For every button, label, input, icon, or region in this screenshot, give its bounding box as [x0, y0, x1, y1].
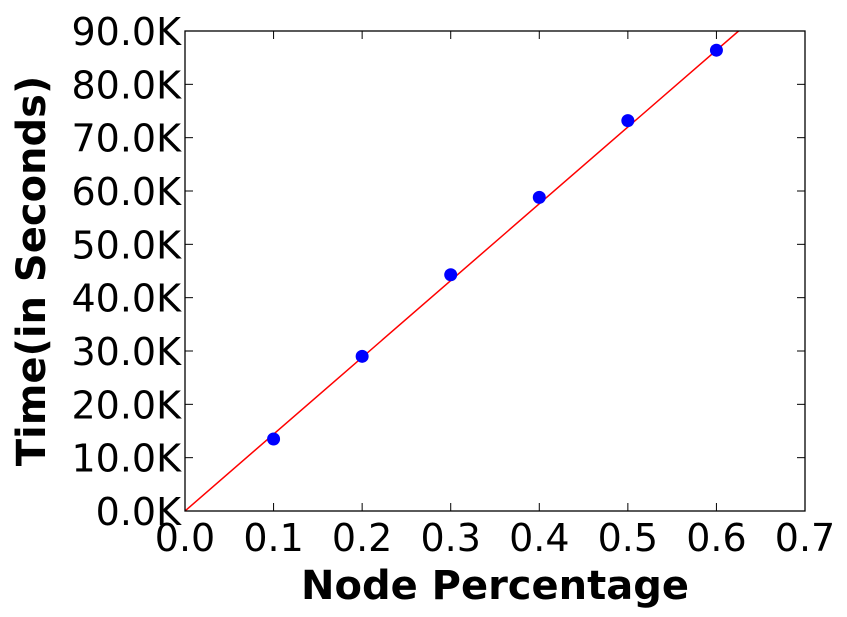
data-point-4 [532, 190, 546, 204]
plot-frame [184, 30, 806, 512]
x-tick-label: 0.6 [686, 516, 746, 560]
y-tick-label: 20.0K [71, 383, 182, 427]
y-tick-label: 40.0K [71, 277, 182, 321]
data-point-5 [621, 114, 635, 128]
x-tick-label: 0.0 [155, 516, 215, 560]
y-tick-label: 90.0K [71, 10, 182, 54]
y-tick-label: 0.0K [96, 490, 182, 534]
fit-line [185, 31, 740, 511]
y-tick-label: 30.0K [71, 330, 182, 374]
x-tick-label: 0.5 [598, 516, 658, 560]
y-tick-label: 60.0K [71, 170, 182, 214]
data-point-1 [267, 432, 281, 446]
x-tick-label: 0.1 [243, 516, 303, 560]
y-tick-label: 10.0K [71, 437, 182, 481]
x-tick-label: 0.2 [332, 516, 392, 560]
x-tick-label: 0.7 [775, 516, 835, 560]
y-axis-title: Time(in Seconds) [9, 76, 55, 467]
marks-layer [185, 31, 740, 511]
x-tick-label: 0.4 [509, 516, 569, 560]
data-point-3 [444, 268, 458, 282]
data-point-6 [709, 43, 723, 57]
x-axis-title: Node Percentage [301, 563, 689, 609]
y-tick-label: 70.0K [71, 117, 182, 161]
x-tick-label: 0.3 [420, 516, 480, 560]
ticks-layer: 0.0 0.1 0.2 0.3 0.4 0.5 0.6 0.7 0.0K 10.0K 20.0K 30… [71, 10, 835, 560]
y-tick-label: 80.0K [71, 63, 182, 107]
y-tick-label: 50.0K [71, 223, 182, 267]
plot-frame-layer [184, 30, 806, 512]
data-point-2 [355, 349, 369, 363]
